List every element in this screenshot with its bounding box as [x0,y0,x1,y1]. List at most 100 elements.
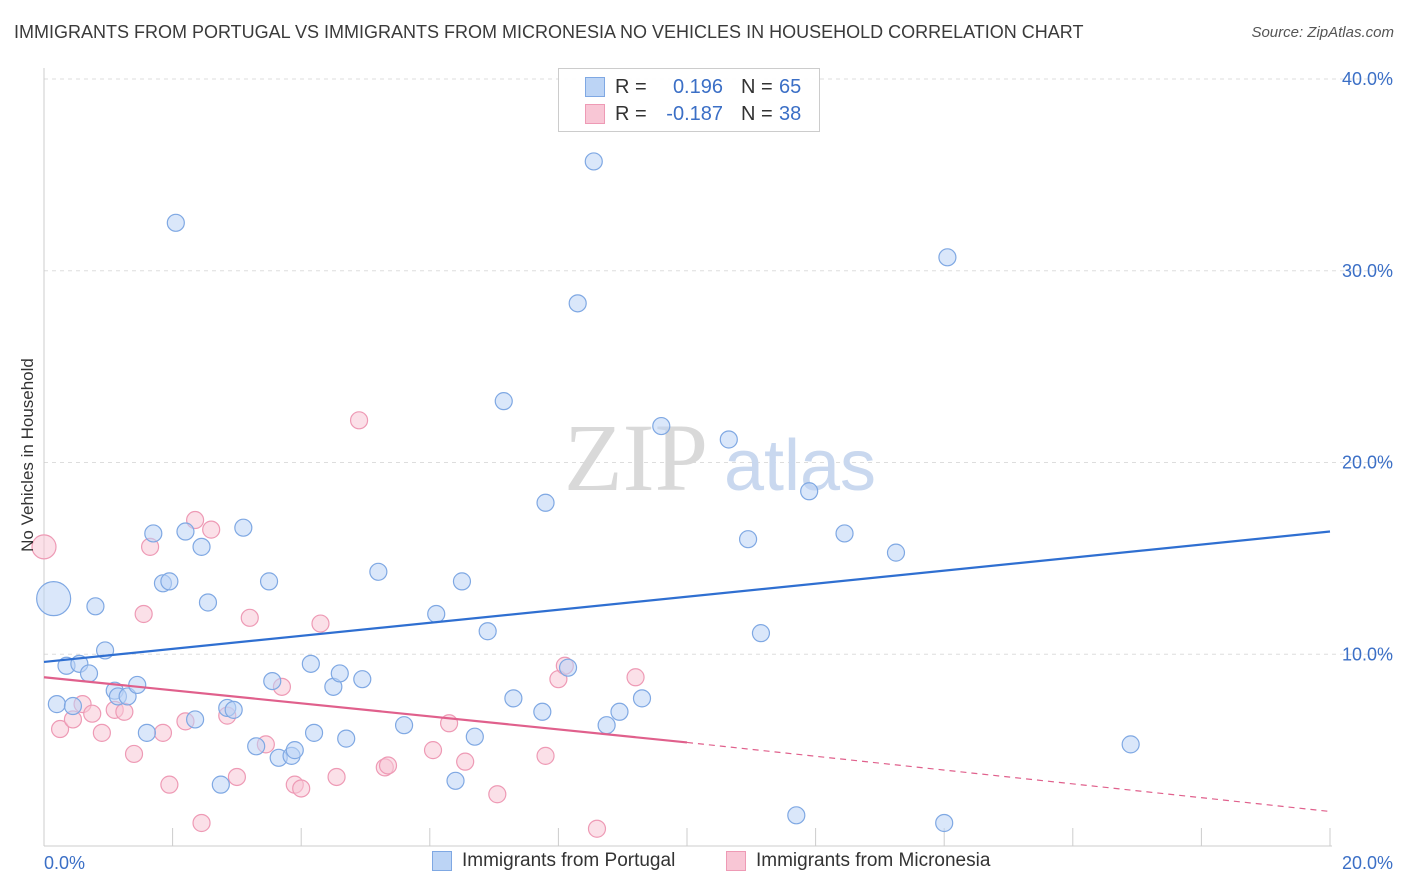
y-tick-label: 30.0% [1342,261,1393,281]
portugal-point [144,524,163,543]
micronesia-point [192,813,211,833]
portugal-point [632,689,652,708]
portugal-point [558,658,578,677]
portugal-point [787,806,806,825]
portugal-point [533,702,552,721]
legend-item-micronesia[interactable]: Immigrants from Micronesia [726,850,990,872]
portugal-point [211,775,230,794]
portugal-point [259,572,279,591]
portugal-point [192,537,211,556]
portugal-point [330,664,349,683]
portugal-point [224,700,243,719]
n-label: N = [741,75,773,98]
x-tick-label: 20.0% [1342,853,1393,873]
portugal-point [465,727,484,746]
portugal-point [304,723,324,742]
portugal-point [263,671,282,691]
portugal-point [719,430,738,449]
portugal-point [652,416,671,436]
portugal-point [427,604,446,624]
portugal-point [835,524,854,543]
r-label: R = [615,102,647,125]
trend-lines [43,530,1331,813]
legend-item-portugal[interactable]: Immigrants from Portugal [432,850,675,872]
axes [43,68,1332,847]
portugal-point [446,771,465,790]
micronesia-point [124,744,144,764]
portugal-point [597,716,616,735]
micronesia-point [153,723,173,742]
portugal-point [1121,735,1140,754]
legend-row-micronesia: R = -0.187 N = 38 [585,101,801,127]
portugal-point [36,581,72,617]
micronesia-point [160,775,179,794]
micronesia-point [311,614,330,633]
portugal-point [568,294,587,313]
portugal-point [935,813,954,833]
portugal-point [751,624,771,643]
micronesia-point [349,411,369,430]
portugal-point [186,710,205,729]
micronesia-point [134,604,153,624]
portugal-point [938,248,957,267]
n-value: 38 [779,102,802,125]
portugal-point [285,741,304,760]
source-note: Source: ZipAtlas.com [1251,24,1394,41]
micronesia-trend-line [43,676,688,744]
series-portugal-points [36,152,1140,833]
x-tick-label: 0.0% [44,853,85,873]
micronesia-point [423,741,443,760]
portugal-point [137,723,156,742]
portugal-point [301,654,320,673]
portugal-point [247,737,266,756]
micronesia-point [202,520,221,539]
portugal-point [86,597,105,616]
portugal-point [198,593,218,612]
portugal-point [536,493,555,512]
watermark-zip: ZIP [564,404,708,511]
micronesia-point [50,719,70,739]
micronesia-point [31,534,57,560]
portugal-point [584,152,603,171]
portugal-point [234,518,253,537]
portugal-point [63,696,83,716]
chart-title: IMMIGRANTS FROM PORTUGAL VS IMMIGRANTS F… [14,22,1084,42]
micronesia-point [327,767,346,787]
r-value: 0.196 [672,75,723,98]
legend-row-portugal: R = 0.196 N = 65 [585,74,801,100]
y-tick-label: 10.0% [1342,644,1393,664]
portugal-point [176,522,195,541]
portugal-point [800,482,819,501]
micronesia-point [240,608,259,627]
y-axis-title: No Vehicles in Household [18,358,37,552]
portugal-point [452,572,472,591]
micronesia-swatch [585,104,605,124]
portugal-point [353,670,372,689]
n-value: 65 [779,75,802,98]
micronesia-point [227,767,246,787]
tick-labels: 10.0% 20.0% 30.0% 40.0% 0.0% 20.0% [44,69,1393,873]
micronesia-point [92,723,111,742]
r-label: R = [615,75,647,98]
micronesia-point [626,668,645,687]
portugal-trend-line [43,530,1331,664]
portugal-point [337,729,356,748]
micronesia-point [587,819,607,838]
series-micronesia-points [31,411,645,838]
portugal-point [610,702,629,721]
portugal-legend-label: Immigrants from Portugal [462,850,676,871]
r-value: -0.187 [666,102,723,125]
micronesia-point [536,746,555,765]
watermark: ZIP atlas [564,404,876,511]
micronesia-legend-label: Immigrants from Micronesia [756,850,991,871]
portugal-point [394,716,414,735]
portugal-point [47,695,66,714]
correlation-legend: R = 0.196 N = 65 R = -0.187 N = 38 [558,68,820,132]
portugal-point [886,543,906,562]
portugal-legend-swatch [432,851,452,871]
portugal-point [494,392,513,411]
n-label: N = [741,102,773,125]
y-tick-label: 40.0% [1342,69,1393,89]
micronesia-point [115,702,134,721]
